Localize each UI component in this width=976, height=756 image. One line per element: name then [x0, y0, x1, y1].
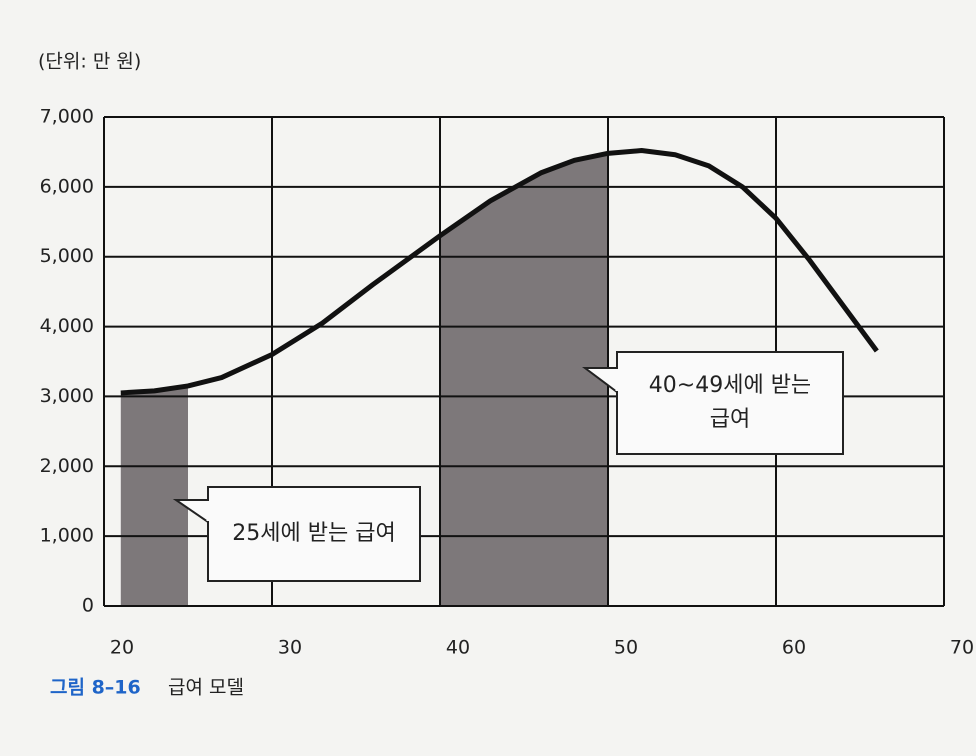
y-tick-label: 4,000: [40, 315, 94, 337]
figure-label: 그림 8–16: [50, 677, 141, 699]
y-tick-label: 5,000: [40, 245, 94, 267]
x-tick-label: 60: [782, 637, 806, 659]
highlight-area: [440, 153, 608, 606]
callout-box: [616, 351, 844, 455]
x-tick-label: 30: [278, 637, 302, 659]
x-tick-label: 50: [614, 637, 638, 659]
chart-title: 급여 모델: [168, 677, 244, 699]
y-tick-label: 1,000: [40, 525, 94, 547]
y-tick-label: 7,000: [40, 106, 94, 128]
y-tick-label: 2,000: [40, 455, 94, 477]
x-tick-label: 70: [950, 637, 974, 659]
callout-box: [207, 486, 421, 582]
line: [120, 148, 879, 396]
y-tick-label: 0: [82, 595, 94, 617]
callout-text: 25세에 받는 급여: [232, 521, 395, 546]
callout: 25세에 받는 급여: [172, 486, 421, 582]
x-tick-label: 40: [446, 637, 470, 659]
y-tick-label: 6,000: [40, 175, 94, 197]
y-tick-label: 3,000: [40, 385, 94, 407]
x-tick-label: 20: [110, 637, 134, 659]
unit-label: (단위: 만 원): [38, 51, 141, 73]
callout-text: 급여: [710, 407, 750, 432]
highlight-area: [120, 385, 188, 606]
callout-text: 40~49세에 받는: [649, 373, 811, 398]
